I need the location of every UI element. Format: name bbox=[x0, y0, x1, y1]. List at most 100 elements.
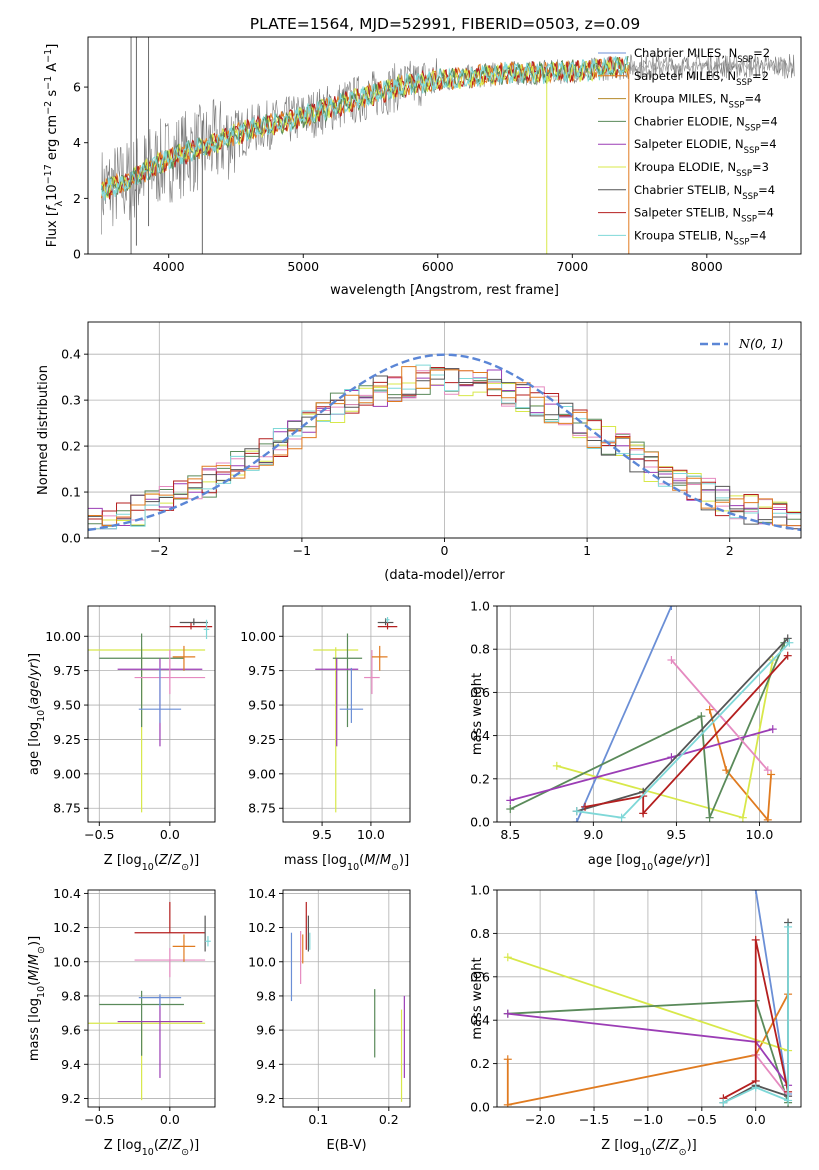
legend-entry: Kroupa MILES, NSSP=4 bbox=[634, 92, 761, 111]
errorbar bbox=[377, 622, 398, 630]
y-tick-label: 10.0 bbox=[248, 954, 276, 969]
x-tick-label: 4000 bbox=[153, 259, 185, 274]
x-tick-label: −0.5 bbox=[84, 827, 114, 842]
y-tick-label: 0.4 bbox=[470, 728, 490, 743]
y-tick-label: 4 bbox=[73, 135, 81, 150]
x-tick-label: 6000 bbox=[422, 259, 454, 274]
y-tick-label: 0.6 bbox=[470, 969, 490, 984]
y-tick-label: 1.0 bbox=[470, 883, 490, 898]
model-spectrum bbox=[100, 56, 630, 201]
legend-entry: Salpeter MILES, NSSP=2 bbox=[634, 69, 769, 88]
observed-spectrum-red bbox=[628, 59, 795, 73]
x-tick-label: 8.5 bbox=[500, 827, 520, 842]
y-tick-label: 1.0 bbox=[470, 599, 490, 614]
x-axis-label: Z [log10(Z/Z⊙)] bbox=[601, 1138, 696, 1158]
y-axis-label: Normed distribution bbox=[36, 365, 51, 495]
panel-age-vs-mass: 9.5 10.0 8.75 9.00 9.25 9.50 9.75 10.00 mass [lo… bbox=[240, 605, 411, 873]
errorbar bbox=[138, 994, 182, 1007]
errorbar bbox=[172, 934, 196, 962]
x-tick-label: 9.5 bbox=[666, 827, 686, 842]
x-tick-label: 9.0 bbox=[583, 827, 603, 842]
x-tick-label: −1.5 bbox=[579, 1112, 609, 1127]
plot-area bbox=[88, 353, 801, 532]
y-axis-label: mass [log10(M/M⊙)] bbox=[27, 936, 47, 1061]
plot-area bbox=[88, 901, 211, 1101]
x-tick-label: −1.0 bbox=[633, 1112, 663, 1127]
y-tick-label: 8.75 bbox=[248, 801, 276, 816]
axes-frame bbox=[282, 605, 411, 823]
x-axis-label: (data-model)/error bbox=[384, 568, 505, 583]
plot-area bbox=[88, 618, 213, 813]
x-tick-label: 7000 bbox=[556, 259, 588, 274]
weight-series bbox=[754, 890, 789, 1095]
y-tick-label: 9.2 bbox=[256, 1091, 276, 1106]
y-tick-label: 9.4 bbox=[256, 1057, 276, 1072]
y-tick-label: 10.4 bbox=[53, 886, 81, 901]
figure-title: PLATE=1564, MJD=52991, FIBERID=0503, z=0… bbox=[250, 15, 640, 33]
y-tick-label: 6 bbox=[73, 80, 81, 95]
y-tick-label: 9.8 bbox=[256, 988, 276, 1003]
y-tick-label: 9.4 bbox=[61, 1057, 81, 1072]
plot-area bbox=[503, 890, 793, 1107]
y-tick-label: 10.00 bbox=[240, 629, 276, 644]
x-axis-label: age [log10(age/yr)] bbox=[588, 853, 710, 873]
y-tick-label: 9.25 bbox=[53, 732, 81, 747]
panel-residuals: −2 −1 0 1 2 0.0 0.1 0.2 0.3 0.4 (data-model)/error… bbox=[36, 321, 802, 583]
errorbar bbox=[179, 618, 208, 626]
x-tick-label: −2 bbox=[150, 543, 168, 558]
x-tick-label: −1 bbox=[293, 543, 311, 558]
legend: Chabrier MILES, NSSP=2 Salpeter MILES, NS… bbox=[598, 46, 778, 247]
plots: 4000 5000 6000 7000 8000 0 2 4 6 wavelength [Angs… bbox=[27, 36, 802, 1158]
x-axis-label: wavelength [Angstrom, rest frame] bbox=[330, 283, 559, 298]
plot-area bbox=[313, 617, 398, 813]
errorbar bbox=[117, 995, 203, 1078]
y-tick-label: 9.2 bbox=[61, 1091, 81, 1106]
x-axis-label: E(B-V) bbox=[326, 1138, 366, 1153]
errorbar bbox=[169, 622, 213, 630]
axes-frame bbox=[496, 889, 802, 1108]
x-tick-label: −0.5 bbox=[687, 1112, 717, 1127]
weight-series bbox=[722, 939, 789, 1100]
x-tick-label: −0.5 bbox=[84, 1112, 114, 1127]
weight-series bbox=[576, 642, 791, 819]
x-tick-label: 0.0 bbox=[160, 827, 180, 842]
x-tick-label: 0.0 bbox=[160, 1112, 180, 1127]
y-axis-label: Flux [fλ10−17 erg cm−2 s−1 A−1] bbox=[43, 44, 65, 248]
legend-entry: Salpeter STELIB, NSSP=4 bbox=[634, 206, 774, 225]
y-tick-label: 10.4 bbox=[248, 886, 276, 901]
panel-mass-vs-Z: −0.5 0.0 9.2 9.4 9.6 9.8 10.0 10.2 10.4 Z [log10(… bbox=[27, 886, 216, 1158]
legend-entry: N(0, 1) bbox=[738, 336, 784, 351]
y-tick-label: 10.2 bbox=[53, 920, 81, 935]
y-tick-label: 0.3 bbox=[61, 393, 81, 408]
y-tick-label: 10.00 bbox=[45, 629, 81, 644]
x-tick-label: 8000 bbox=[691, 259, 723, 274]
errorbar bbox=[134, 650, 206, 695]
legend-entry: Chabrier STELIB, NSSP=4 bbox=[634, 183, 775, 202]
panel-weight-vs-age: 8.5 9.0 9.5 10.0 0.0 0.2 0.4 0.6 0.8 1.0 age [log1… bbox=[470, 599, 802, 873]
weight-series bbox=[507, 956, 789, 1052]
axes-frame bbox=[282, 889, 411, 1108]
y-tick-label: 9.6 bbox=[61, 1023, 81, 1038]
x-tick-label: 0.2 bbox=[379, 1112, 399, 1127]
plot-area bbox=[506, 606, 794, 822]
legend-entry: Chabrier MILES, NSSP=2 bbox=[634, 46, 770, 65]
y-tick-label: 8.75 bbox=[53, 801, 81, 816]
weight-series bbox=[506, 993, 789, 1106]
panel-mass-vs-ebv: 0.1 0.2 9.2 9.4 9.6 9.8 10.0 10.2 10.4 bbox=[248, 886, 411, 1127]
y-tick-label: 9.8 bbox=[61, 988, 81, 1003]
normal-curve bbox=[88, 353, 801, 532]
errorbar bbox=[205, 936, 211, 947]
axes-frame bbox=[87, 36, 802, 255]
plot-area bbox=[290, 901, 405, 1102]
y-tick-label: 9.50 bbox=[53, 698, 81, 713]
axes-frame bbox=[87, 889, 216, 1108]
y-tick-label: 0.2 bbox=[470, 1056, 490, 1071]
y-tick-label: 0.6 bbox=[470, 685, 490, 700]
y-tick-label: 0.4 bbox=[470, 1013, 490, 1028]
legend-entry: Kroupa ELODIE, NSSP=3 bbox=[634, 160, 769, 179]
y-tick-label: 0.8 bbox=[470, 642, 490, 657]
x-tick-label: 5000 bbox=[287, 259, 319, 274]
y-tick-label: 0.8 bbox=[470, 926, 490, 941]
y-tick-label: 0.2 bbox=[470, 771, 490, 786]
x-tick-label: 1 bbox=[583, 543, 591, 558]
